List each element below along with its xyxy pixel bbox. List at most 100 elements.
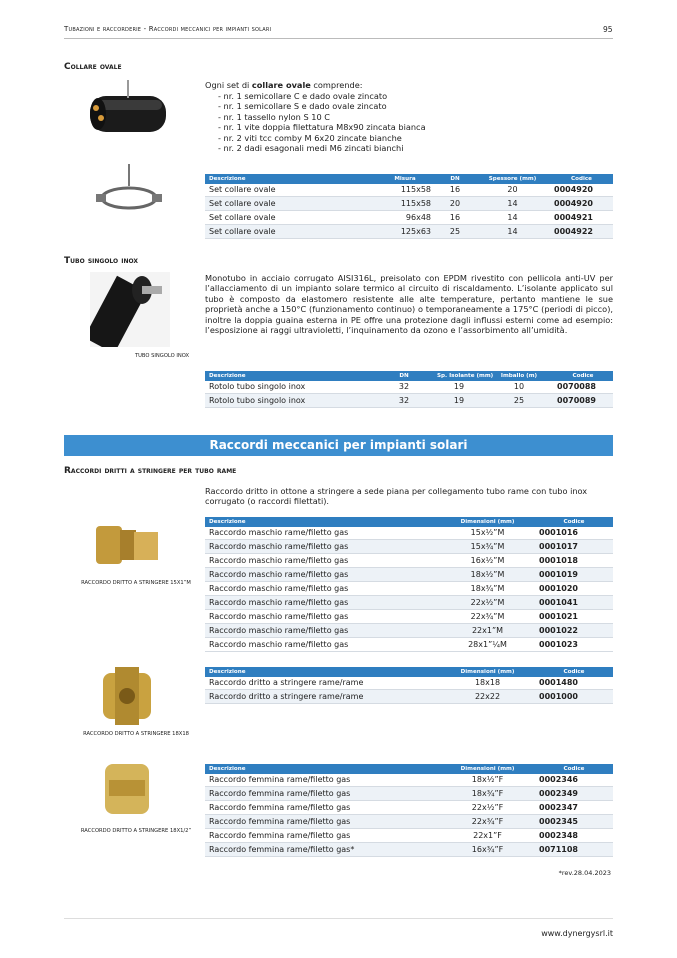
table-cell: Set collare ovale <box>209 199 276 209</box>
table-cell: 0002349 <box>539 789 578 799</box>
table-row: Raccordo maschio rame/filetto gas 15x½”M 0… <box>205 527 613 541</box>
table-cell: 115x58 <box>400 199 431 209</box>
list-item: - nr. 1 tassello nylon S 10 C <box>218 111 330 122</box>
table-cell: Raccordo femmina rame/filetto gas <box>209 775 351 785</box>
table-cell: 125x63 <box>400 227 431 237</box>
table-row: Raccordo maschio rame/filetto gas 16x½”M 0… <box>205 554 613 569</box>
table-cell: 14 <box>507 227 518 237</box>
table-cell: Raccordo maschio rame/filetto gas <box>209 556 349 566</box>
header-cell: Codice <box>563 765 585 772</box>
header-cell: Descrizione <box>209 175 246 182</box>
table-cell: 0002347 <box>539 803 578 813</box>
table-row: Set collare ovale 115x58 16 20 0004920 <box>205 184 613 198</box>
table-cell: Raccordo maschio rame/filetto gas <box>209 528 349 538</box>
table: Descrizione Dimensioni (mm) Codice Raccordo… <box>205 667 613 705</box>
table-cell: 19 <box>453 396 465 406</box>
table-cell: 0004921 <box>554 213 593 223</box>
list-item: - nr. 2 viti tcc comby M 6x20 zincate bi… <box>218 132 402 143</box>
table-cell: 0001021 <box>539 611 578 621</box>
table-header: Descrizione DN Sp. Isolante (mm) Imballo (m… <box>205 371 613 381</box>
image-caption: TUBO SINGOLO INOX <box>134 353 190 359</box>
table-cell: 22x22 <box>474 692 501 702</box>
table-row: Raccordo femmina rame/filetto gas 18x¾”F 0… <box>205 787 613 802</box>
table-cell: 18x½”M <box>470 570 505 580</box>
table-cell: 0001041 <box>539 597 578 607</box>
table-cell: 18x18 <box>474 678 501 688</box>
header-cell: Dimensioni (mm) <box>460 518 515 525</box>
table-cell: 14 <box>507 213 518 223</box>
table-header: Descrizione Dimensioni (mm) Codice <box>205 667 613 677</box>
table-cell: 0001017 <box>539 542 578 552</box>
table-cell: 22x½”M <box>470 597 505 607</box>
table-cell: Raccordo maschio rame/filetto gas <box>209 542 349 552</box>
table-cell: Rotolo tubo singolo inox <box>209 382 306 392</box>
image-caption: RACCORDO DRITTO A STRINGERE 18X18 <box>83 731 189 737</box>
table-row: Raccordo maschio rame/filetto gas 28x1”¼M… <box>205 638 613 652</box>
table-row: Set collare ovale 96x48 16 14 0004921 <box>205 211 613 226</box>
header-cell: Codice <box>563 518 585 525</box>
table-cell: 22x1”M <box>471 625 504 635</box>
list-item: - nr. 1 semicollare S e dado ovale zinca… <box>218 101 387 112</box>
table-cell: 115x58 <box>400 185 431 195</box>
table: Descrizione Misura DN Spessore (mm) Codice Se… <box>205 174 613 240</box>
table-cell: 0070089 <box>557 396 596 406</box>
table-cell: Raccordo dritto a stringere rame/rame <box>209 678 364 688</box>
table-cell: 16 <box>449 185 461 195</box>
table-cell: 0002346 <box>539 775 578 785</box>
header-cell: DN <box>450 175 460 182</box>
header-cell: Codice <box>563 668 585 675</box>
description: Raccordo dritto in ottone a stringere a … <box>205 486 588 507</box>
table: Descrizione Dimensioni (mm) Codice Raccordo… <box>205 517 613 652</box>
table-cell: 22x¾”M <box>470 611 505 621</box>
table-cell: Raccordo maschio rame/filetto gas <box>209 570 349 580</box>
header-cell: Descrizione <box>209 668 246 675</box>
table-cell: 0004920 <box>554 199 593 209</box>
header-cell: Codice <box>571 175 592 182</box>
intro-bold: collare ovale <box>251 80 311 90</box>
table-row: Raccordo maschio rame/filetto gas 22x¾”M 0… <box>205 610 613 624</box>
website: www.dynergysrl.it <box>541 929 613 938</box>
table-row: Raccordo maschio rame/filetto gas 22x½”M 0… <box>205 595 613 610</box>
clamp-image <box>96 164 162 210</box>
table-cell: 0001016 <box>539 528 578 538</box>
table-cell: Set collare ovale <box>209 213 276 223</box>
header-cell: Dimensioni (mm) <box>460 765 515 772</box>
image-caption: RACCORDO DRITTO A STRINGERE 18X1/2” <box>80 828 192 834</box>
table-cell: Raccordo dritto a stringere rame/rame <box>209 692 364 702</box>
header-title: Tubazioni e raccorderie - Raccordi mecca… <box>64 25 272 33</box>
table-header: Descrizione Dimensioni (mm) Codice <box>205 517 613 527</box>
table-cell: 32 <box>398 396 410 406</box>
header-rule <box>64 38 613 39</box>
table-row: Raccordo maschio rame/filetto gas 22x1”M 0… <box>205 623 613 638</box>
table-cell: 32 <box>398 382 410 392</box>
table-cell: 28x1”¼M <box>468 639 507 649</box>
list-item: - nr. 1 vite doppia filettatura M8x90 zi… <box>218 122 426 133</box>
table-cell: 25 <box>449 227 461 237</box>
list-item: - nr. 2 dadi esagonali medi M6 zincati b… <box>218 143 404 154</box>
table-row: Raccordo dritto a stringere rame/rame 18x… <box>205 677 613 691</box>
table-cell: Raccordo maschio rame/filetto gas <box>209 639 349 649</box>
table-row: Set collare ovale 115x58 20 14 0004920 <box>205 197 613 212</box>
table-header: Descrizione Dimensioni (mm) Codice <box>205 764 613 774</box>
table: Descrizione DN Sp. Isolante (mm) Imballo (m… <box>205 371 613 409</box>
table-cell: Raccordo femmina rame/filetto gas* <box>209 844 355 854</box>
table-row: Raccordo femmina rame/filetto gas 22x¾”F 0… <box>205 815 613 830</box>
intro-text: comprende: <box>310 80 363 90</box>
table-cell: 16 <box>449 213 461 223</box>
table-cell: Set collare ovale <box>209 227 276 237</box>
table-cell: 15x½”M <box>470 528 505 538</box>
table-cell: Raccordo femmina rame/filetto gas <box>209 789 351 799</box>
table-cell: 25 <box>513 396 525 406</box>
header-cell: Imballo (m) <box>500 372 538 379</box>
product-image <box>90 272 170 347</box>
table-row: Set collare ovale 125x63 25 14 0004922 <box>205 225 613 240</box>
intro: Ogni set di collare ovale comprende: <box>205 80 363 90</box>
table-cell: 0001000 <box>539 692 578 702</box>
table-cell: 14 <box>507 199 518 209</box>
table-cell: Raccordo maschio rame/filetto gas <box>209 584 349 593</box>
table-cell: 18x½”F <box>471 775 504 785</box>
table-header: Descrizione Misura DN Spessore (mm) Codice <box>205 174 613 184</box>
product-image <box>105 764 149 814</box>
table-cell: 0004922 <box>554 227 593 237</box>
